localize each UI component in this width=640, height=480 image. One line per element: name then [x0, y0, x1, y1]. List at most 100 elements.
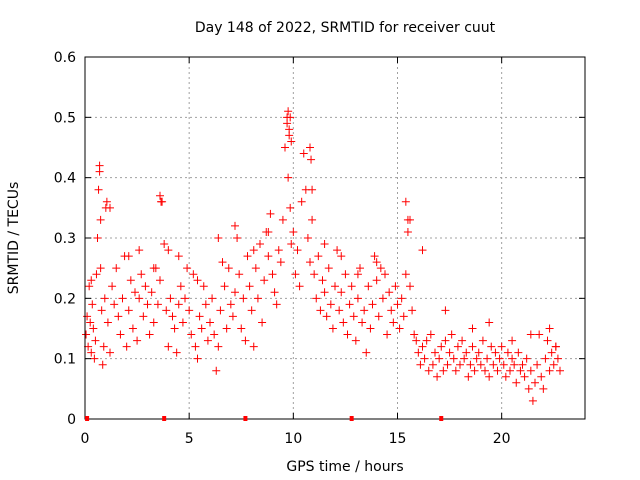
data-point: [256, 240, 264, 249]
data-point: [187, 330, 196, 339]
data-point: [176, 282, 185, 291]
data-point: [549, 360, 558, 369]
x-tick-label: 20: [493, 431, 511, 447]
data-point: [337, 288, 346, 297]
data-point: [247, 306, 256, 315]
axis-marker: [439, 416, 444, 421]
data-point: [418, 246, 427, 255]
data-point: [96, 264, 105, 273]
data-point: [360, 306, 369, 315]
data-point: [112, 264, 121, 273]
data-point: [553, 354, 562, 363]
data-point: [364, 282, 373, 291]
data-point: [114, 312, 123, 321]
data-point: [289, 227, 298, 236]
y-tick-label: 0.3: [54, 231, 76, 247]
data-point: [508, 336, 517, 345]
data-point: [272, 300, 281, 309]
data-point: [87, 348, 96, 357]
y-tick-label: 0.1: [54, 352, 76, 368]
data-point: [170, 324, 179, 333]
data-point: [157, 197, 166, 206]
data-point: [251, 264, 260, 273]
data-point: [441, 336, 450, 345]
data-point: [193, 354, 202, 363]
data-point: [441, 306, 450, 315]
data-point: [216, 306, 225, 315]
data-point: [208, 294, 217, 303]
data-point: [433, 372, 442, 381]
data-point: [156, 191, 164, 200]
data-point: [462, 348, 471, 357]
data-point: [92, 270, 101, 279]
data-point: [458, 336, 467, 345]
data-point: [456, 360, 464, 369]
data-point: [533, 360, 542, 369]
data-point: [447, 330, 456, 339]
data-point: [526, 366, 535, 375]
data-point: [345, 300, 354, 309]
y-tick-label: 0.2: [54, 291, 76, 307]
data-point: [124, 306, 133, 315]
data-point: [95, 167, 104, 176]
data-point: [108, 282, 117, 291]
data-point: [97, 306, 106, 315]
data-point: [449, 354, 458, 363]
data-point: [286, 113, 295, 122]
data-point: [397, 294, 406, 303]
data-point: [337, 252, 346, 261]
data-point: [201, 300, 210, 309]
data-point: [103, 318, 112, 327]
data-point: [168, 312, 177, 321]
data-point: [483, 354, 492, 363]
data-point: [133, 336, 142, 345]
data-point: [226, 300, 235, 309]
data-point: [476, 360, 485, 369]
data-point: [531, 378, 539, 387]
data-point: [303, 234, 312, 242]
data-point: [401, 197, 410, 206]
data-point: [376, 264, 385, 273]
data-point: [516, 366, 525, 375]
data-point: [328, 324, 337, 333]
data-point: [283, 119, 292, 128]
data-point: [339, 318, 348, 327]
data-point: [506, 366, 514, 375]
data-point: [185, 306, 194, 315]
x-tick-label: 5: [185, 431, 194, 447]
data-point: [96, 215, 105, 224]
data-point: [126, 276, 135, 285]
data-point: [307, 155, 316, 164]
data-point: [526, 330, 535, 339]
data-point: [478, 336, 487, 345]
axis-marker: [349, 416, 354, 421]
y-tick-label: 0: [67, 412, 76, 428]
y-tick-label: 0.5: [54, 110, 76, 126]
data-point: [514, 348, 523, 357]
data-point: [385, 288, 394, 297]
data-point: [88, 300, 97, 309]
x-axis-markers: [85, 416, 444, 421]
data-point: [287, 137, 296, 146]
data-point: [314, 252, 323, 261]
data-point: [135, 294, 144, 303]
data-point: [212, 366, 221, 375]
data-point: [278, 215, 287, 224]
data-point: [391, 282, 400, 291]
data-point: [489, 360, 498, 369]
data-point: [299, 149, 308, 158]
y-axis-label: SRMTID / TECUs: [6, 182, 22, 295]
data-point: [437, 342, 446, 351]
data-point: [124, 252, 133, 261]
data-point: [503, 348, 512, 357]
data-point: [335, 306, 344, 315]
data-point: [241, 336, 250, 345]
data-point: [181, 294, 189, 303]
data-point: [106, 348, 114, 357]
data-point: [493, 366, 502, 375]
data-point: [378, 294, 387, 303]
data-point: [347, 282, 356, 291]
data-point: [281, 143, 289, 152]
x-axis-label: GPS time / hours: [286, 459, 403, 475]
data-point: [401, 270, 410, 279]
